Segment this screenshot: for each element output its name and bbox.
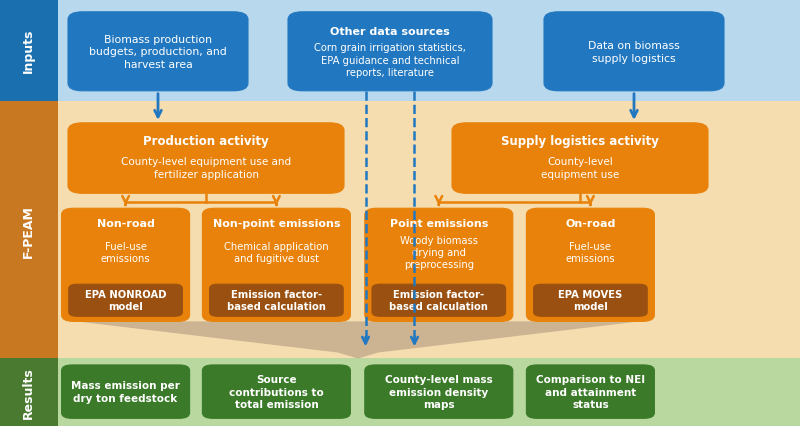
FancyBboxPatch shape xyxy=(68,13,248,92)
Text: County-level mass
emission density
maps: County-level mass emission density maps xyxy=(385,374,493,409)
Text: Fuel-use
emissions: Fuel-use emissions xyxy=(566,241,615,264)
Text: Non-point emissions: Non-point emissions xyxy=(213,219,340,229)
Polygon shape xyxy=(77,322,639,359)
Bar xyxy=(0,358,58,426)
Text: Emission factor-
based calculation: Emission factor- based calculation xyxy=(227,289,326,312)
Text: EPA NONROAD
model: EPA NONROAD model xyxy=(85,289,166,312)
Text: Data on biomass
supply logistics: Data on biomass supply logistics xyxy=(588,41,680,63)
Text: Non-road: Non-road xyxy=(97,219,154,229)
Text: Results: Results xyxy=(22,366,35,418)
Text: Point emissions: Point emissions xyxy=(390,219,488,229)
Text: Corn grain irrigation statistics,
EPA guidance and technical
reports, literature: Corn grain irrigation statistics, EPA gu… xyxy=(314,43,466,78)
FancyBboxPatch shape xyxy=(69,285,182,317)
Bar xyxy=(58,0,800,102)
Text: Supply logistics activity: Supply logistics activity xyxy=(501,135,659,148)
FancyBboxPatch shape xyxy=(365,365,513,418)
FancyBboxPatch shape xyxy=(202,365,350,418)
FancyBboxPatch shape xyxy=(202,209,350,322)
Text: Biomass production
budgets, production, and
harvest area: Biomass production budgets, production, … xyxy=(89,35,227,69)
Text: Mass emission per
dry ton feedstock: Mass emission per dry ton feedstock xyxy=(71,380,180,403)
Text: Comparison to NEI
and attainment
status: Comparison to NEI and attainment status xyxy=(536,374,645,409)
Text: Other data sources: Other data sources xyxy=(330,27,450,37)
FancyBboxPatch shape xyxy=(288,13,492,92)
FancyBboxPatch shape xyxy=(534,285,647,317)
Text: Woody biomass
drying and
preprocessing: Woody biomass drying and preprocessing xyxy=(400,235,478,270)
Bar xyxy=(0,0,58,102)
Text: County-level
equipment use: County-level equipment use xyxy=(541,157,619,179)
Text: Production activity: Production activity xyxy=(143,135,269,148)
Bar xyxy=(58,102,800,360)
FancyBboxPatch shape xyxy=(210,285,343,317)
Text: Fuel-use
emissions: Fuel-use emissions xyxy=(101,241,150,264)
Text: Emission factor-
based calculation: Emission factor- based calculation xyxy=(390,289,488,312)
Bar xyxy=(58,358,800,426)
FancyBboxPatch shape xyxy=(526,209,654,322)
FancyBboxPatch shape xyxy=(452,124,708,194)
FancyBboxPatch shape xyxy=(365,209,513,322)
FancyBboxPatch shape xyxy=(68,124,344,194)
Text: Inputs: Inputs xyxy=(22,29,35,73)
FancyBboxPatch shape xyxy=(62,365,190,418)
Text: Chemical application
and fugitive dust: Chemical application and fugitive dust xyxy=(224,241,329,264)
Bar xyxy=(0,102,58,360)
FancyBboxPatch shape xyxy=(372,285,506,317)
FancyBboxPatch shape xyxy=(526,365,654,418)
Text: County-level equipment use and
fertilizer application: County-level equipment use and fertilize… xyxy=(121,157,291,179)
Text: On-road: On-road xyxy=(566,219,615,229)
Text: Source
contributions to
total emission: Source contributions to total emission xyxy=(229,374,324,409)
Text: EPA MOVES
model: EPA MOVES model xyxy=(558,289,622,312)
FancyBboxPatch shape xyxy=(62,209,190,322)
FancyBboxPatch shape xyxy=(544,13,724,92)
Text: F-PEAM: F-PEAM xyxy=(22,205,35,258)
